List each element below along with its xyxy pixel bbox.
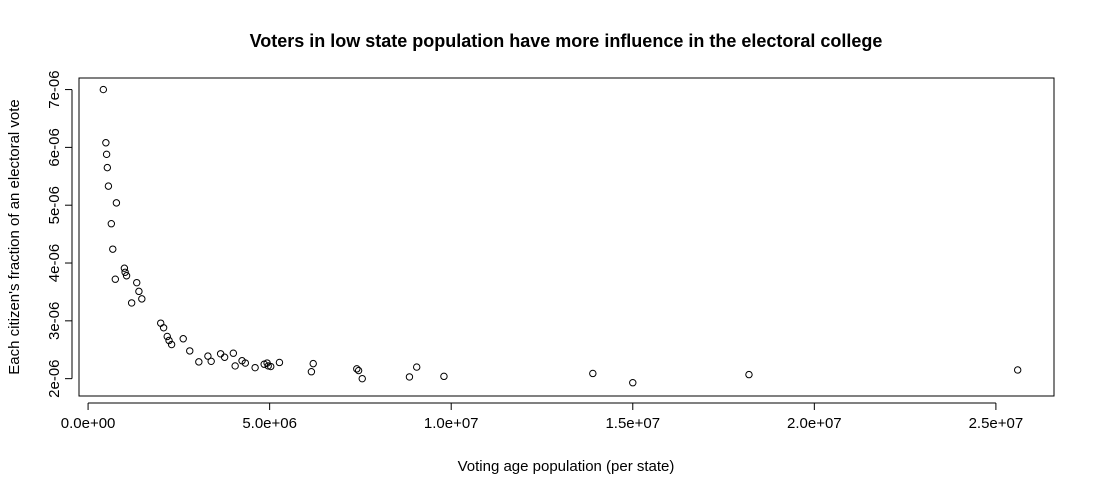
data-point [251,363,259,372]
data-point [589,369,597,378]
x-axis: 0.0e+00 5.0e+06 1.0e+07 1.5e+07 2.0e+07 2.5e+… [61,402,1024,432]
data-point [112,199,121,207]
data-point [138,295,146,303]
data-point [103,163,112,172]
data-point [229,349,238,357]
y-tick-label: 4e-06 [46,244,63,282]
y-axis-label: Each citizen's fraction of an electoral … [6,99,23,375]
data-point [413,363,421,371]
data-point [102,139,110,147]
data-point [122,272,131,280]
data-point [629,379,637,387]
data-point [165,336,173,345]
y-tick-label: 3e-06 [46,302,63,340]
x-tick-label: 1.5e+07 [605,415,660,432]
data-point [102,150,111,159]
data-points [99,85,1022,387]
data-point [133,278,141,287]
data-point [220,353,229,361]
data-point [167,340,176,349]
data-point [159,324,168,332]
data-point [121,268,129,276]
x-tick-label: 0.0e+00 [61,415,116,432]
y-axis: 2e-06 3e-06 4e-06 5e-06 6e-06 7e-06 [46,70,73,398]
data-point [127,299,136,307]
data-point [241,359,250,367]
x-axis-label: Voting age population (per state) [458,458,675,475]
data-point [207,357,215,366]
y-tick-label: 2e-06 [46,359,63,397]
x-tick-label: 5.0e+06 [242,415,297,432]
x-tick-label: 1.0e+07 [424,415,479,432]
data-point [353,365,361,373]
y-tick-label: 6e-06 [46,128,63,166]
data-point [309,359,317,368]
data-point [358,374,366,383]
data-point [120,264,129,272]
plot-frame [78,77,1055,397]
data-point [99,85,108,94]
data-point [111,275,120,283]
data-point [204,352,212,360]
data-point [267,362,275,371]
data-point [109,245,117,253]
x-tick-label: 2.5e+07 [969,415,1024,432]
data-point [405,373,414,381]
data-point [195,358,203,366]
y-tick-label: 5e-06 [46,186,63,224]
chart-title: Voters in low state population have more… [250,31,883,51]
data-point [163,332,171,341]
data-point [135,287,143,296]
data-point [275,358,284,367]
data-point [186,347,194,355]
data-point [307,368,316,376]
data-point [104,182,113,190]
data-point [1013,366,1022,374]
data-point [216,350,225,358]
y-tick-label: 7e-06 [46,70,63,108]
x-tick-label: 2.0e+07 [787,415,842,432]
data-point [157,319,165,327]
data-point [354,366,363,375]
data-point [231,362,239,370]
data-point [745,370,753,379]
data-point [440,372,448,381]
data-point [107,220,116,228]
data-point [179,335,187,343]
